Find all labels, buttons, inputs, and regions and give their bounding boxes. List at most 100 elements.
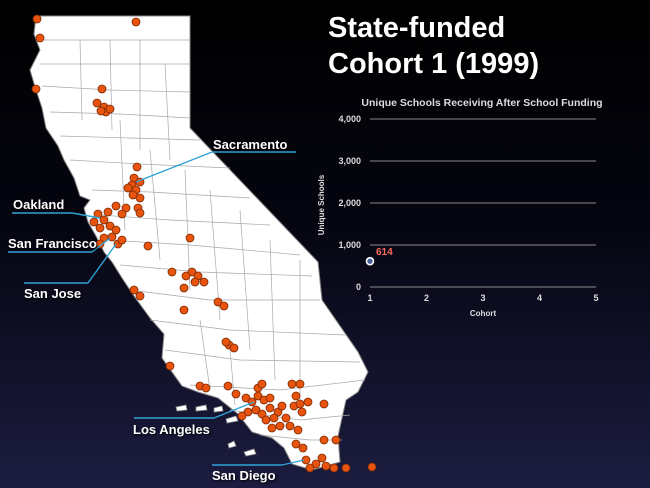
school-site-dot <box>297 407 307 417</box>
california-outline <box>29 15 369 471</box>
school-site-dot <box>219 301 229 311</box>
school-site-dot <box>287 379 297 389</box>
school-site-dot <box>35 33 45 43</box>
school-site-dot <box>185 233 195 243</box>
y-tick-label: 0 <box>356 282 361 292</box>
school-site-dot <box>295 379 305 389</box>
school-site-dot <box>129 285 139 295</box>
school-site-dot <box>179 283 189 293</box>
school-site-dot <box>96 106 106 116</box>
school-site-dot <box>305 463 315 473</box>
school-site-dot <box>99 215 109 225</box>
y-tick-label: 1,000 <box>338 240 361 250</box>
leader-line <box>135 151 213 183</box>
school-site-dot <box>293 425 303 435</box>
x-tick-label: 2 <box>424 293 429 303</box>
school-site-dot <box>298 443 308 453</box>
school-site-dot <box>223 381 233 391</box>
school-site-dot <box>319 435 329 445</box>
school-site-dot <box>257 409 267 419</box>
cohort-chart: Unique Schools Receiving After School Fu… <box>317 97 603 318</box>
school-site-dot <box>221 337 231 347</box>
slide-title: State-funded Cohort 1 (1999) <box>328 10 638 82</box>
school-site-dot <box>329 463 339 473</box>
school-site-dots <box>31 14 377 473</box>
slide-title-line-2: Cohort 1 (1999) <box>328 48 540 80</box>
school-site-dot <box>237 411 247 421</box>
chart-gridlines <box>370 118 596 288</box>
school-site-dot <box>95 239 105 249</box>
school-site-dot <box>231 389 241 399</box>
school-site-dot <box>107 232 117 242</box>
school-site-dot <box>247 397 257 407</box>
data-point <box>365 256 375 266</box>
school-site-dot <box>199 277 209 287</box>
city-label-los-angeles: Los Angeles <box>133 422 210 437</box>
school-site-dot <box>135 291 145 301</box>
school-site-dot <box>201 383 211 393</box>
x-axis-tick-labels: 1 2 3 4 5 <box>367 293 598 303</box>
school-site-dot <box>281 413 291 423</box>
city-label-san-diego: San Diego <box>212 468 276 483</box>
school-site-dot <box>331 435 341 445</box>
leader-line <box>87 243 117 284</box>
school-site-dot <box>303 397 313 407</box>
leader-line <box>281 459 305 466</box>
school-site-dot <box>317 453 327 463</box>
county-lines <box>40 39 366 441</box>
x-tick-label: 1 <box>367 293 372 303</box>
y-axis-tick-labels: 0 1,000 2,000 3,000 4,000 <box>338 114 361 292</box>
school-site-dot <box>295 399 305 409</box>
city-leader-lines <box>8 151 305 466</box>
chart-data-points: 614 <box>365 247 393 266</box>
school-site-dot <box>275 421 285 431</box>
california-map <box>29 15 369 471</box>
chart-title: Unique Schools Receiving After School Fu… <box>361 97 602 109</box>
slide-title-line-1: State-funded <box>328 12 506 44</box>
school-site-dot <box>243 407 253 417</box>
school-site-dot <box>167 267 177 277</box>
school-site-dot <box>229 343 239 353</box>
school-site-dot <box>187 267 197 277</box>
school-site-dot <box>103 207 113 217</box>
school-site-dot <box>269 413 279 423</box>
school-site-dot <box>321 461 331 471</box>
school-site-dot <box>291 391 301 401</box>
y-tick-label: 2,000 <box>338 198 361 208</box>
school-site-dot <box>367 462 377 472</box>
school-site-dot <box>179 305 189 315</box>
school-site-dot <box>32 14 42 24</box>
school-site-dot <box>267 423 277 433</box>
school-site-dot <box>181 271 191 281</box>
channel-islands <box>175 404 257 457</box>
school-site-dot <box>111 201 121 211</box>
school-site-dot <box>319 399 329 409</box>
school-site-dot <box>131 17 141 27</box>
x-tick-label: 5 <box>593 293 598 303</box>
school-site-dot <box>213 297 223 307</box>
school-site-dot <box>97 84 107 94</box>
school-site-dot <box>261 415 271 425</box>
school-site-dot <box>135 208 145 218</box>
school-site-dot <box>291 439 301 449</box>
school-site-dot <box>105 104 115 114</box>
city-label-oakland: Oakland <box>13 197 65 212</box>
school-site-dot <box>121 203 131 213</box>
school-site-dot <box>132 162 142 172</box>
y-tick-label: 3,000 <box>338 156 361 166</box>
x-axis-label: Cohort <box>470 309 497 318</box>
school-site-dot <box>190 277 200 287</box>
school-site-dot <box>105 221 115 231</box>
x-tick-label: 3 <box>480 293 485 303</box>
data-point-label: 614 <box>376 247 393 258</box>
school-site-dot <box>273 407 283 417</box>
city-label-sacramento: Sacramento <box>213 137 288 152</box>
school-site-dot <box>341 463 351 473</box>
city-label-san-jose: San Jose <box>24 286 82 301</box>
leader-line <box>213 401 255 419</box>
school-site-dot <box>285 421 295 431</box>
leader-line <box>91 237 111 253</box>
school-site-dot <box>31 84 41 94</box>
school-site-dot <box>117 209 127 219</box>
